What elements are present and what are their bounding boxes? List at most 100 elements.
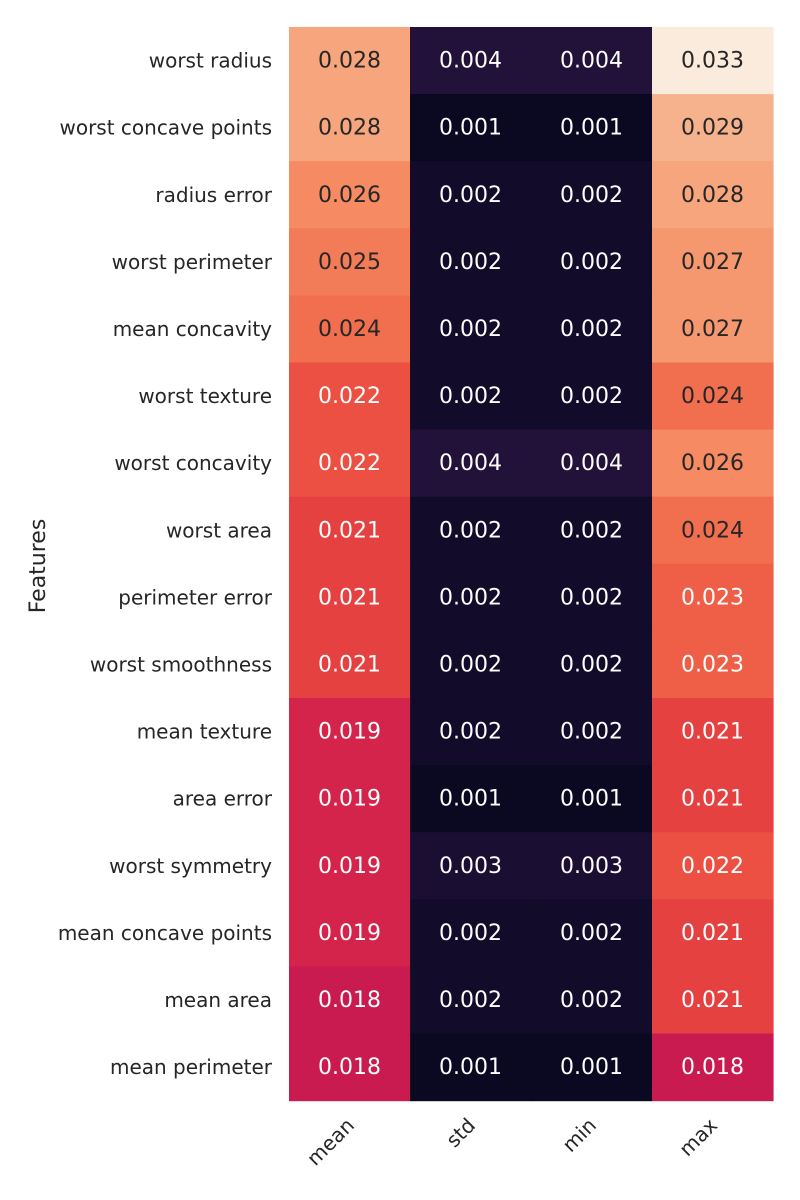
cell-value-label: 0.021 [318, 518, 381, 543]
heatmap-cell [531, 630, 653, 699]
heatmap-cell [410, 630, 532, 699]
heatmap-cell [531, 765, 653, 833]
row-tick-label: worst area [166, 518, 272, 542]
cell-value-label: 0.001 [439, 116, 502, 141]
cell-value-label: 0.028 [681, 183, 744, 208]
heatmap-cell [531, 698, 653, 766]
cell-value-labels: 0.028 0.004 0.004 0.033 0.028 0.001 0.001 0.029… [318, 49, 744, 1081]
heatmap-cell [410, 966, 532, 1035]
cell-value-label: 0.026 [681, 451, 744, 476]
cell-value-label: 0.027 [681, 317, 744, 342]
cell-value-label: 0.002 [439, 921, 502, 946]
cell-value-label: 0.018 [318, 988, 381, 1013]
row-tick-label: worst concave points [59, 116, 272, 140]
row-tick-label: perimeter error [118, 585, 272, 609]
heatmap-cell [652, 1033, 774, 1102]
cell-value-label: 0.001 [439, 1055, 502, 1080]
heatmap-cell [289, 966, 411, 1035]
heatmap-cell [289, 161, 411, 229]
heatmap-cell [652, 228, 774, 296]
heatmap-cell [289, 1033, 411, 1102]
heatmap-cell [289, 429, 411, 498]
row-tick-label: worst texture [138, 384, 272, 408]
column-tick-label: std [441, 1113, 480, 1152]
heatmap-cell [289, 362, 411, 431]
cell-value-label: 0.002 [560, 518, 623, 543]
y-axis-label: Features [26, 519, 51, 614]
heatmap-cell [289, 630, 411, 699]
heatmap-cell [289, 563, 411, 632]
cell-value-label: 0.001 [560, 787, 623, 812]
cell-value-label: 0.002 [560, 384, 623, 409]
heatmap-cell [410, 161, 532, 229]
row-tick-label: area error [173, 787, 273, 811]
cell-value-label: 0.028 [318, 49, 381, 74]
heatmap-cell [652, 94, 774, 162]
cell-value-label: 0.033 [681, 49, 744, 74]
cell-value-label: 0.002 [560, 250, 623, 275]
heatmap-cell [289, 899, 411, 967]
cell-value-label: 0.018 [681, 1055, 744, 1080]
heatmap-cell [531, 94, 653, 162]
cell-value-label: 0.024 [681, 518, 744, 543]
heatmap-cell [289, 765, 411, 833]
heatmap-cell [652, 429, 774, 498]
heatmap-cell [531, 295, 653, 364]
cell-value-label: 0.002 [560, 988, 623, 1013]
heatmap-cell [410, 1033, 532, 1102]
heatmap-cell [289, 496, 411, 565]
cell-value-label: 0.002 [560, 317, 623, 342]
cell-value-label: 0.002 [439, 250, 502, 275]
heatmap-cell [410, 362, 532, 431]
row-tick-label: mean concavity [113, 317, 272, 341]
cell-value-label: 0.004 [439, 451, 502, 476]
cell-value-label: 0.001 [560, 116, 623, 141]
cell-value-label: 0.004 [560, 49, 623, 74]
cell-value-label: 0.002 [439, 585, 502, 610]
heatmap-cell [531, 563, 653, 632]
row-tick-label: worst perimeter [112, 250, 273, 274]
cell-value-label: 0.022 [681, 854, 744, 879]
cell-value-label: 0.002 [560, 585, 623, 610]
heatmap-cell [531, 161, 653, 229]
heatmap-cell [652, 563, 774, 632]
cell-value-label: 0.029 [681, 116, 744, 141]
cell-value-label: 0.002 [439, 384, 502, 409]
heatmap-cell [531, 899, 653, 967]
cell-value-label: 0.004 [439, 49, 502, 74]
cell-value-label: 0.019 [318, 854, 381, 879]
cell-value-label: 0.002 [560, 183, 623, 208]
cell-value-label: 0.021 [681, 921, 744, 946]
heatmap-cell [531, 966, 653, 1035]
row-tick-label: worst radius [149, 49, 272, 73]
column-tick-label: max [674, 1113, 722, 1161]
heatmap-cell [652, 630, 774, 699]
heatmap-cell [652, 362, 774, 431]
cell-value-label: 0.023 [681, 585, 744, 610]
cell-value-label: 0.025 [318, 250, 381, 275]
cell-value-label: 0.022 [318, 451, 381, 476]
heatmap-cell [531, 1033, 653, 1102]
row-tick-label: mean concave points [58, 921, 272, 945]
cell-value-label: 0.002 [560, 921, 623, 946]
heatmap-cell [410, 496, 532, 565]
heatmap-cell [410, 295, 532, 364]
heatmap-cell [652, 27, 774, 95]
heatmap-cell [652, 899, 774, 967]
cell-value-label: 0.019 [318, 720, 381, 745]
cell-value-label: 0.001 [439, 787, 502, 812]
heatmap-cell [652, 698, 774, 766]
heatmap-cell [531, 832, 653, 900]
heatmap-cell [410, 765, 532, 833]
cell-value-label: 0.002 [439, 652, 502, 677]
cell-value-label: 0.026 [318, 183, 381, 208]
cell-value-label: 0.021 [318, 652, 381, 677]
heatmap-cell [410, 899, 532, 967]
heatmap-cell [410, 832, 532, 900]
cell-value-label: 0.002 [439, 317, 502, 342]
heatmap-cell [652, 496, 774, 565]
row-tick-label: mean texture [137, 720, 272, 744]
heatmap-cell [410, 94, 532, 162]
heatmap-cells [289, 27, 774, 1102]
